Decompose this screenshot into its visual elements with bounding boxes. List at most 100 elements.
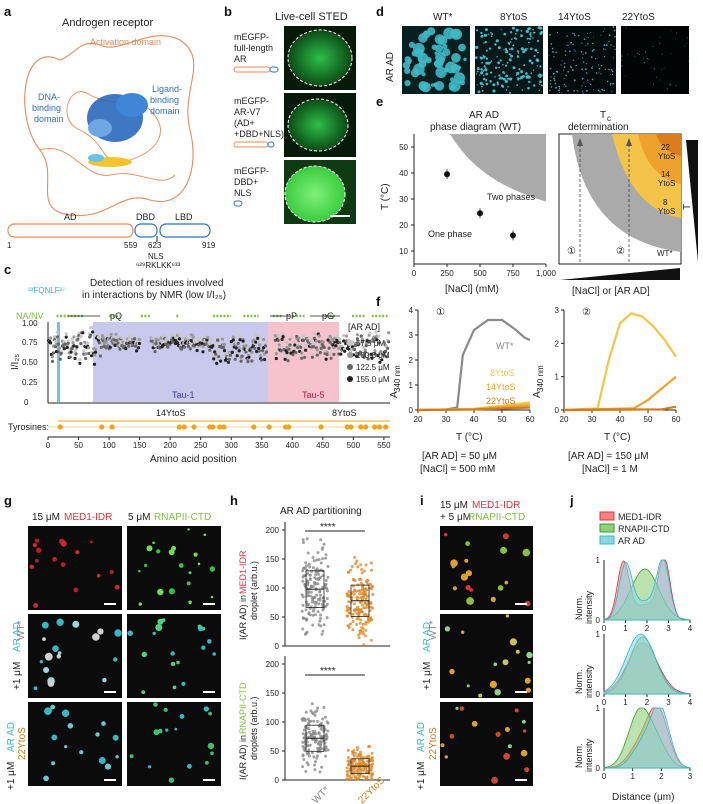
droplet [530, 47, 533, 51]
h-point [364, 597, 368, 601]
droplet [114, 629, 122, 637]
c-ytick-0: 0 [24, 398, 29, 407]
droplet [444, 626, 450, 632]
droplet [604, 68, 607, 70]
droplet [453, 72, 466, 84]
e-tc-22-region [656, 134, 681, 156]
nmr-point [200, 341, 204, 345]
droplet [495, 66, 498, 70]
f-leg-14: 14YtoS [486, 382, 516, 392]
droplet [610, 84, 611, 86]
nmr-point [337, 346, 341, 351]
h-point [304, 710, 308, 714]
droplet [483, 42, 485, 44]
g-img-med1-22 [28, 702, 122, 786]
droplet [509, 41, 512, 43]
nmr-point [378, 360, 382, 364]
nmr-point [185, 336, 189, 340]
nmr-point [83, 340, 87, 344]
droplet [556, 70, 559, 73]
g-row3-22: 22YtoS [17, 727, 28, 760]
d-col-wt: WT* [433, 12, 453, 23]
droplet [168, 588, 175, 595]
e-title-2: phase diagram (WT) [430, 122, 521, 133]
droplet [507, 744, 512, 749]
droplet [666, 88, 668, 90]
droplet [684, 45, 686, 47]
h-point [346, 570, 350, 574]
tyrosine-mark [57, 424, 63, 430]
c-xtick-label: 400 [286, 441, 300, 450]
panel-letter-b: b [224, 4, 232, 19]
a-lbd-bar [159, 223, 211, 238]
nmr-point [70, 337, 74, 341]
droplet [501, 77, 504, 80]
nmr-point [87, 346, 91, 350]
droplet [586, 32, 588, 34]
c-xlabel: Amino acid position [150, 454, 237, 465]
panel-letter-a: a [4, 4, 12, 19]
h-point [320, 632, 324, 636]
droplet [427, 27, 436, 36]
a-dbd-label-3: domain [34, 114, 64, 124]
f-xtick-label: 30 [442, 415, 451, 424]
droplet [653, 68, 655, 70]
nmr-point [233, 357, 237, 361]
nmr-point [291, 353, 295, 357]
nmr-point [165, 337, 169, 342]
nmr-point [363, 348, 367, 352]
h-point [315, 567, 319, 571]
droplet [638, 53, 640, 55]
droplet [587, 37, 589, 39]
droplet [481, 89, 484, 92]
droplet [611, 91, 613, 93]
droplet [60, 540, 67, 547]
c-legend-4: 155.0 μM [356, 375, 390, 384]
nmr-point [373, 352, 377, 356]
droplet [35, 558, 39, 563]
nmr-point [186, 344, 190, 349]
c-motif-region [57, 322, 60, 402]
h-point [324, 556, 328, 560]
nmr-point [54, 350, 59, 354]
panel-a: Androgen receptor Activation domain DNA-… [7, 17, 216, 270]
a-pos-1: 1 [7, 241, 12, 250]
droplet [141, 690, 146, 694]
droplet [634, 56, 636, 57]
h-point [345, 773, 349, 776]
droplet [138, 569, 141, 573]
droplet [527, 75, 531, 79]
i-row2-pre: +1 μM [422, 662, 433, 690]
h-point [352, 754, 356, 758]
droplet [504, 727, 510, 732]
nmr-point [342, 339, 346, 343]
droplet [592, 66, 594, 68]
droplet [511, 26, 515, 30]
h-point [369, 638, 373, 642]
droplet [671, 30, 672, 32]
droplet [572, 69, 574, 71]
h-ylab2-b: RNAPII-CTD [238, 682, 248, 734]
nmr-point [293, 341, 297, 345]
nmr-point [283, 357, 287, 361]
nmr-point [374, 330, 378, 334]
h-point [317, 558, 321, 562]
nmr-point [286, 355, 290, 359]
nmr-point [84, 352, 88, 356]
h-sig-top: **** [320, 522, 336, 533]
droplet [540, 84, 543, 87]
droplet [482, 55, 486, 59]
droplet [476, 29, 479, 32]
f-ylabel-right: A [532, 391, 543, 398]
droplet [477, 90, 481, 94]
h-point [356, 565, 360, 569]
nmr-point [327, 346, 331, 350]
h-point [315, 600, 318, 604]
e-points [444, 169, 516, 241]
droplet [483, 74, 485, 77]
droplet [480, 71, 484, 75]
j-xtick-label: 0 [602, 772, 607, 781]
h-point [317, 602, 321, 606]
h-point [305, 537, 309, 541]
h-point [360, 603, 364, 607]
